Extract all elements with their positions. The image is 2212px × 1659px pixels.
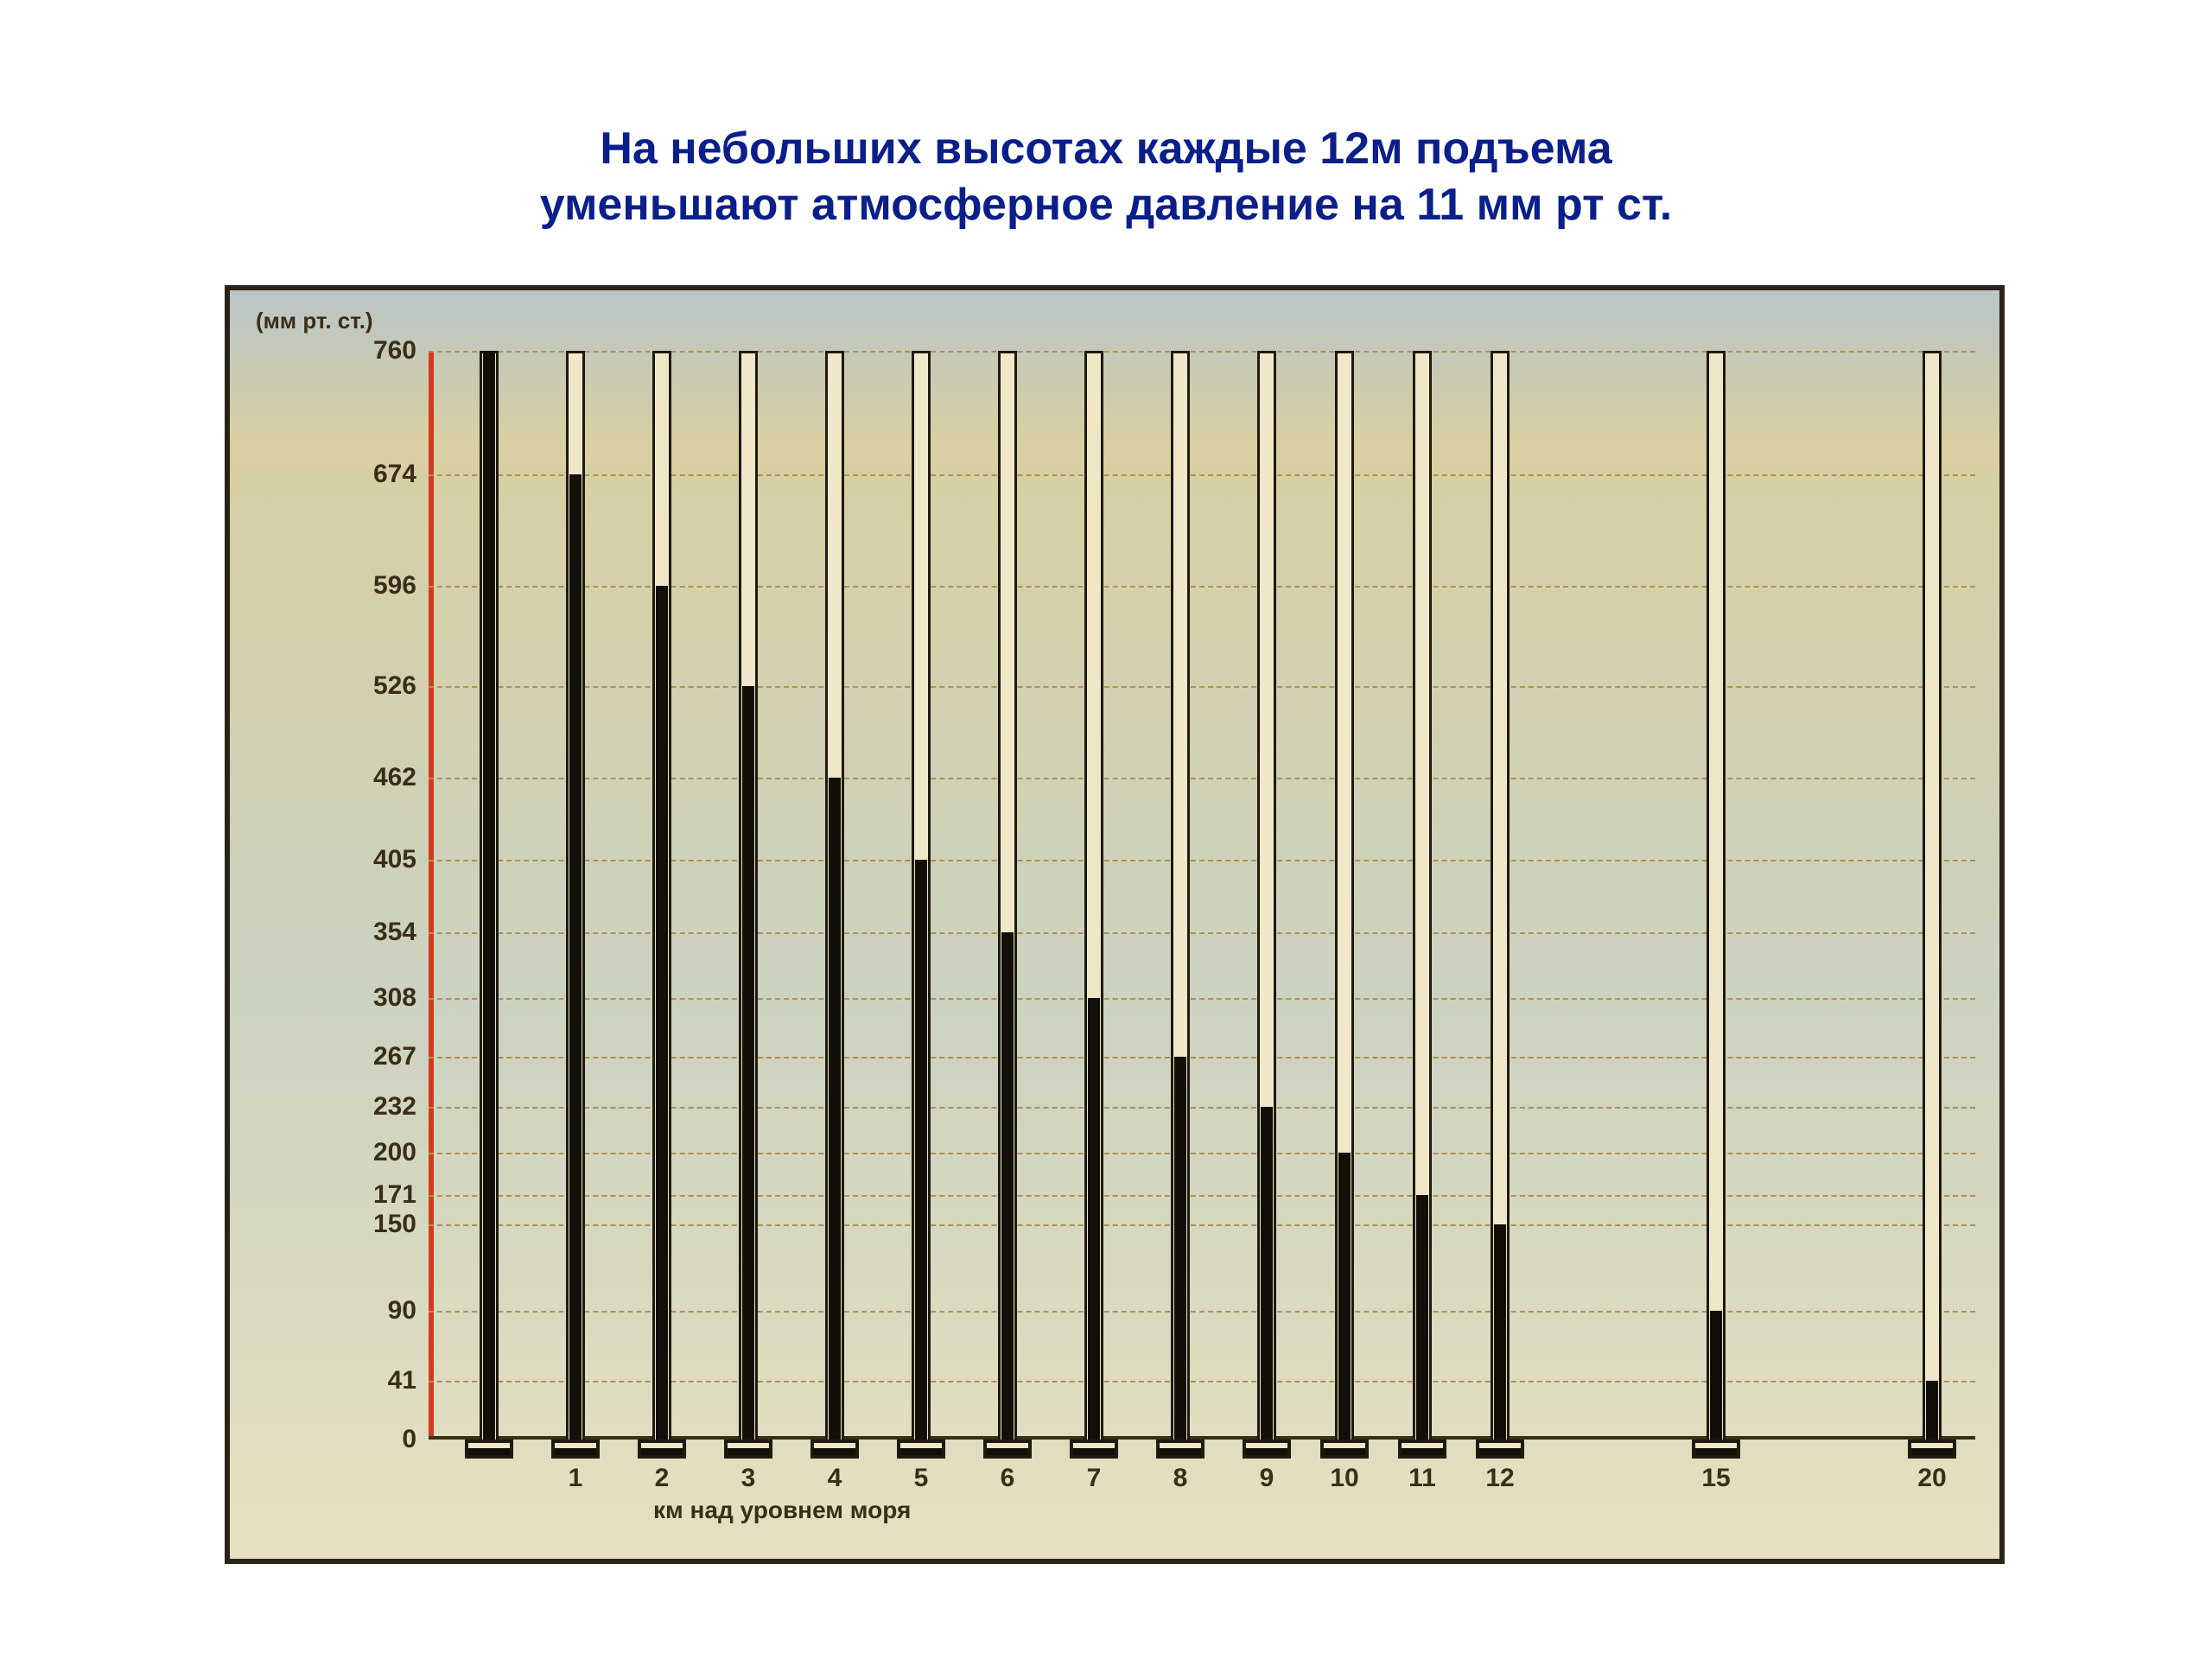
base-mercury [1402, 1448, 1443, 1455]
base-mercury [1695, 1448, 1737, 1455]
tube-base [724, 1440, 772, 1459]
base-mercury [814, 1448, 855, 1455]
xtick-label: 12 [1474, 1464, 1526, 1493]
xtick-label: 7 [1068, 1464, 1120, 1493]
mercury-column [1088, 998, 1100, 1440]
ytick-label: 267 [321, 1042, 416, 1071]
tube-base [1692, 1440, 1740, 1459]
y-axis-unit-label: (мм рт. ст.) [256, 308, 373, 334]
chart-frame: (мм рт. ст.) 041901501712002322673083544… [225, 285, 2005, 1564]
tube-base [1243, 1440, 1291, 1459]
base-mercury [1160, 1448, 1201, 1455]
tube-base [810, 1440, 859, 1459]
xtick-label: 5 [895, 1464, 947, 1493]
base-mercury [900, 1448, 942, 1455]
base-mercury [1911, 1448, 1953, 1455]
ytick-label: 232 [321, 1092, 416, 1122]
ytick-label: 308 [321, 983, 416, 1013]
tube-base [1070, 1440, 1118, 1459]
ytick-label: 596 [321, 571, 416, 601]
base-mercury [641, 1448, 683, 1455]
mercury-column [656, 586, 668, 1440]
ytick-label: 526 [321, 671, 416, 701]
base-mercury [1246, 1448, 1287, 1455]
xtick-label: 3 [722, 1464, 774, 1493]
tube-base [1476, 1440, 1524, 1459]
xtick-label: 4 [809, 1464, 861, 1493]
tube-base [1320, 1440, 1369, 1459]
xtick-label: 9 [1241, 1464, 1293, 1493]
tube-outer [1707, 351, 1726, 1440]
mercury-column [1710, 1311, 1722, 1440]
tube-outer [1923, 351, 1942, 1440]
xtick-label: 8 [1154, 1464, 1206, 1493]
mercury-column [1001, 932, 1014, 1440]
xtick-label: 2 [636, 1464, 688, 1493]
ytick-label: 90 [321, 1296, 416, 1325]
plot-area: 0419015017120023226730835440546252659667… [429, 351, 1975, 1440]
xtick-label: 1 [550, 1464, 601, 1493]
mercury-column [915, 860, 927, 1440]
base-mercury [1479, 1448, 1521, 1455]
title-line-2: уменьшают атмосферное давление на 11 мм … [0, 177, 2212, 233]
tube-base [465, 1440, 513, 1459]
xtick-label: 20 [1906, 1464, 1958, 1493]
page-root: { "title": { "line1": "На небольших высо… [0, 0, 2212, 1659]
ytick-label: 354 [321, 918, 416, 947]
mercury-column [1338, 1153, 1351, 1440]
xtick-label: 11 [1396, 1464, 1448, 1493]
tube-base [897, 1440, 945, 1459]
base-mercury [1073, 1448, 1115, 1455]
xtick-label: 10 [1319, 1464, 1370, 1493]
xtick-label: 6 [982, 1464, 1033, 1493]
mercury-column [1174, 1057, 1186, 1440]
ytick-label: 760 [321, 336, 416, 365]
ytick-label: 150 [321, 1210, 416, 1239]
mercury-column [1416, 1195, 1428, 1440]
mercury-column [829, 778, 841, 1440]
tube-base [1156, 1440, 1205, 1459]
tube-base [638, 1440, 686, 1459]
ytick-label: 0 [321, 1425, 416, 1454]
x-axis-label: км над уровнем моря [653, 1497, 911, 1524]
base-mercury [555, 1448, 596, 1455]
base-mercury [728, 1448, 769, 1455]
xtick-label: 15 [1690, 1464, 1742, 1493]
ytick-label: 462 [321, 763, 416, 792]
tube-base [983, 1440, 1032, 1459]
mercury-column [1926, 1381, 1938, 1440]
tube-base [1908, 1440, 1956, 1459]
page-title: На небольших высотах каждые 12м подъема … [0, 121, 2212, 233]
ytick-label: 41 [321, 1366, 416, 1395]
base-mercury [1324, 1448, 1365, 1455]
ytick-label: 405 [321, 845, 416, 874]
mercury-column [742, 686, 754, 1440]
ytick-label: 171 [321, 1180, 416, 1210]
mercury-column [483, 351, 495, 1440]
mercury-column [569, 474, 582, 1440]
base-mercury [468, 1448, 510, 1455]
tube-base [551, 1440, 600, 1459]
mercury-column [1494, 1224, 1506, 1440]
title-line-1: На небольших высотах каждые 12м подъема [0, 121, 2212, 177]
base-mercury [987, 1448, 1028, 1455]
mercury-column [1261, 1107, 1273, 1440]
y-axis-line [429, 351, 434, 1440]
ytick-label: 674 [321, 460, 416, 489]
tube-base [1398, 1440, 1446, 1459]
ytick-label: 200 [321, 1138, 416, 1167]
